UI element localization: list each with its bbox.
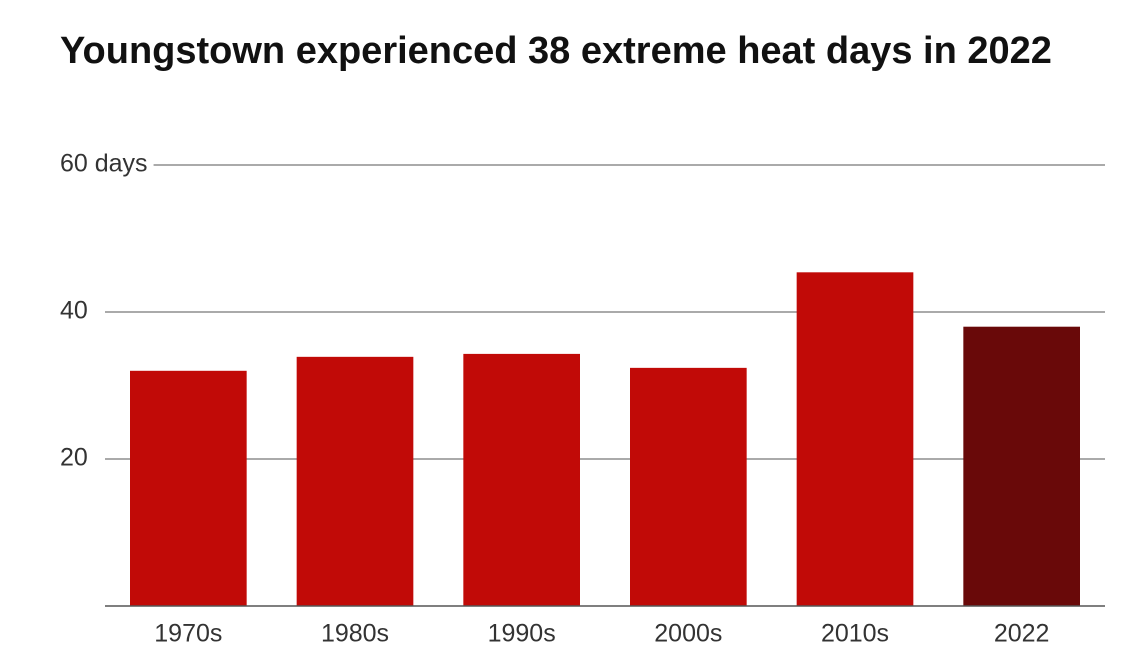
bar <box>963 326 1080 606</box>
x-tick-label: 2000s <box>654 620 722 648</box>
chart-title: Youngstown experienced 38 extreme heat d… <box>60 30 1052 72</box>
x-tick-label: 2022 <box>994 620 1050 648</box>
y-tick-label: 40 <box>60 297 88 325</box>
y-tick-label: 60 days <box>60 150 148 178</box>
y-tick-label: 20 <box>60 444 88 472</box>
bar <box>630 367 747 606</box>
x-tick-label: 1990s <box>488 620 556 648</box>
x-tick-label: 1980s <box>321 620 389 648</box>
bar <box>296 356 414 606</box>
bar <box>796 272 914 606</box>
bar <box>463 353 580 606</box>
x-tick-label: 1970s <box>154 620 222 648</box>
x-tick-label: 2010s <box>821 620 889 648</box>
bar <box>130 370 247 606</box>
